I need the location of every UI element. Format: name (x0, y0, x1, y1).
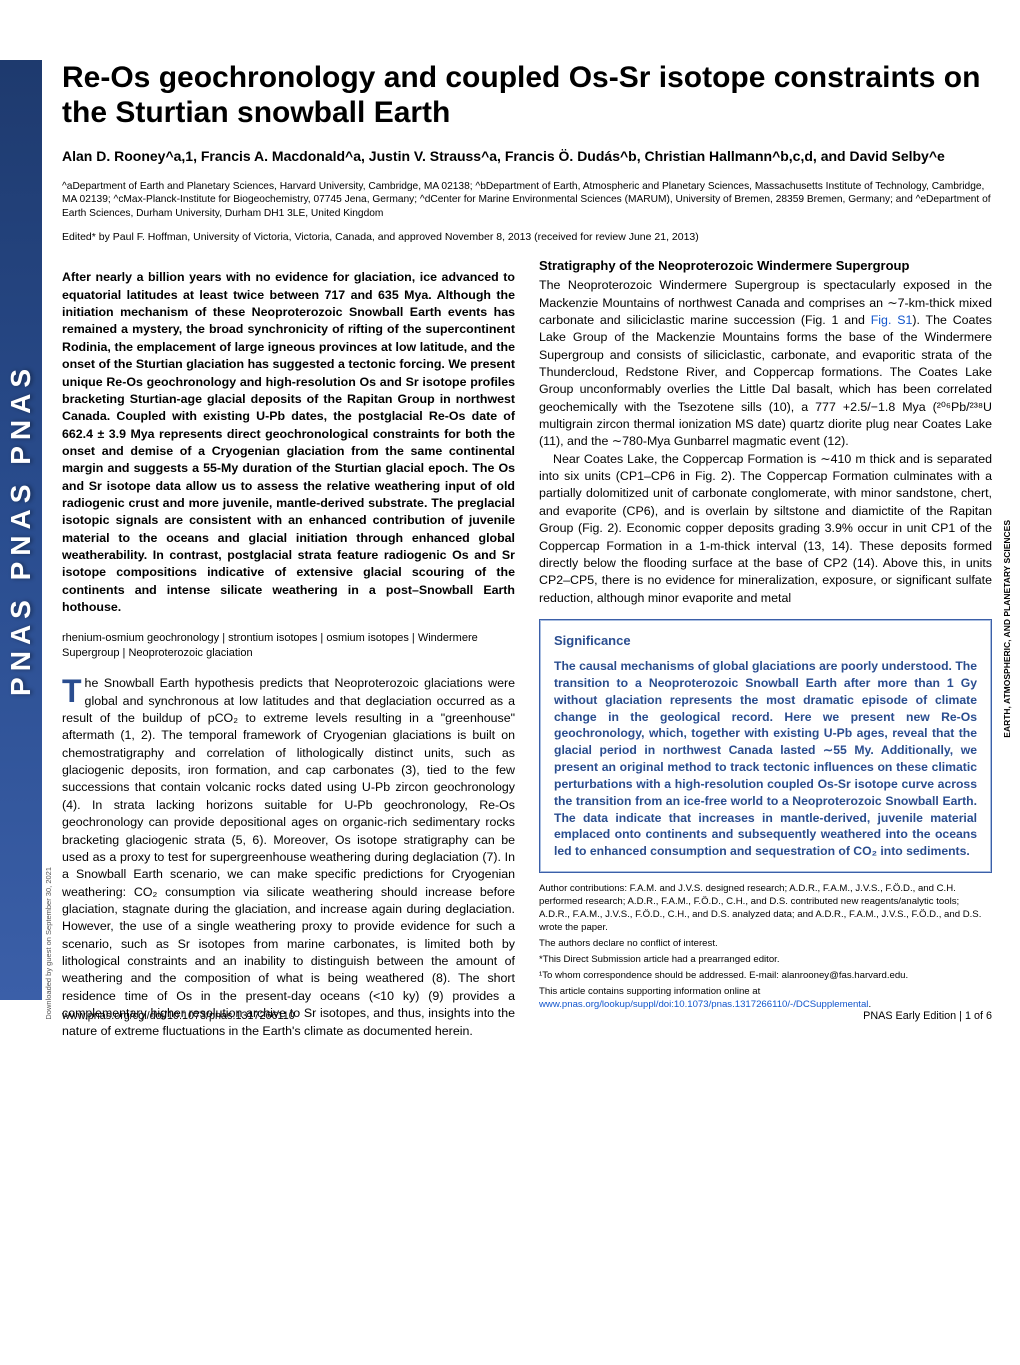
stratigraphy-paragraph-2: Near Coates Lake, the Coppercap Formatio… (539, 451, 992, 607)
edited-by-line: Edited* by Paul F. Hoffman, University o… (62, 231, 992, 243)
journal-brand-text: PNAS PNAS PNAS (5, 363, 37, 696)
two-column-body: After nearly a billion years with no evi… (62, 257, 992, 1040)
page-content: Re-Os geochronology and coupled Os-Sr is… (62, 0, 992, 1040)
significance-box: Significance The causal mechanisms of gl… (539, 619, 992, 873)
conflict-statement: The authors declare no conflict of inter… (539, 938, 992, 951)
journal-brand-strip: PNAS PNAS PNAS (0, 60, 42, 1000)
author-list: Alan D. Rooney^a,1, Francis A. Macdonald… (62, 147, 992, 166)
abstract-text: After nearly a billion years with no evi… (62, 269, 515, 616)
footer-page-number: PNAS Early Edition | 1 of 6 (863, 1010, 992, 1022)
footnotes-block: Author contributions: F.A.M. and J.V.S. … (539, 883, 992, 1011)
left-column: After nearly a billion years with no evi… (62, 257, 515, 1040)
section-category-label: EARTH, ATMOSPHERIC, AND PLANETARY SCIENC… (1002, 520, 1012, 738)
article-title: Re-Os geochronology and coupled Os-Sr is… (62, 60, 992, 131)
affiliations: ^aDepartment of Earth and Planetary Scie… (62, 180, 992, 221)
supporting-info-link[interactable]: www.pnas.org/lookup/suppl/doi:10.1073/pn… (539, 999, 868, 1010)
stratigraphy-paragraph-1: The Neoproterozoic Windermere Supergroup… (539, 277, 992, 451)
significance-text: The causal mechanisms of global glaciati… (554, 658, 977, 860)
keywords-line: rhenium-osmium geochronology | strontium… (62, 631, 515, 662)
fig-s1-link[interactable]: Fig. S1 (871, 313, 913, 327)
dropcap: T (62, 675, 85, 706)
intro-text: he Snowball Earth hypothesis predicts th… (62, 676, 515, 1037)
author-contributions: Author contributions: F.A.M. and J.V.S. … (539, 883, 992, 935)
section-heading-stratigraphy: Stratigraphy of the Neoproterozoic Winde… (539, 257, 992, 275)
supporting-info: This article contains supporting informa… (539, 986, 992, 1012)
intro-paragraph-1: The Snowball Earth hypothesis predicts t… (62, 675, 515, 1040)
footer-doi: www.pnas.org/cgi/doi/10.1073/pnas.131726… (62, 1010, 295, 1022)
significance-heading: Significance (554, 632, 977, 650)
direct-submission-note: *This Direct Submission article had a pr… (539, 954, 992, 967)
right-column: Stratigraphy of the Neoproterozoic Winde… (539, 257, 992, 1040)
page-footer: www.pnas.org/cgi/doi/10.1073/pnas.131726… (62, 1010, 992, 1022)
download-note: Downloaded by guest on September 30, 202… (44, 867, 53, 1020)
correspondence: ¹To whom correspondence should be addres… (539, 970, 992, 983)
